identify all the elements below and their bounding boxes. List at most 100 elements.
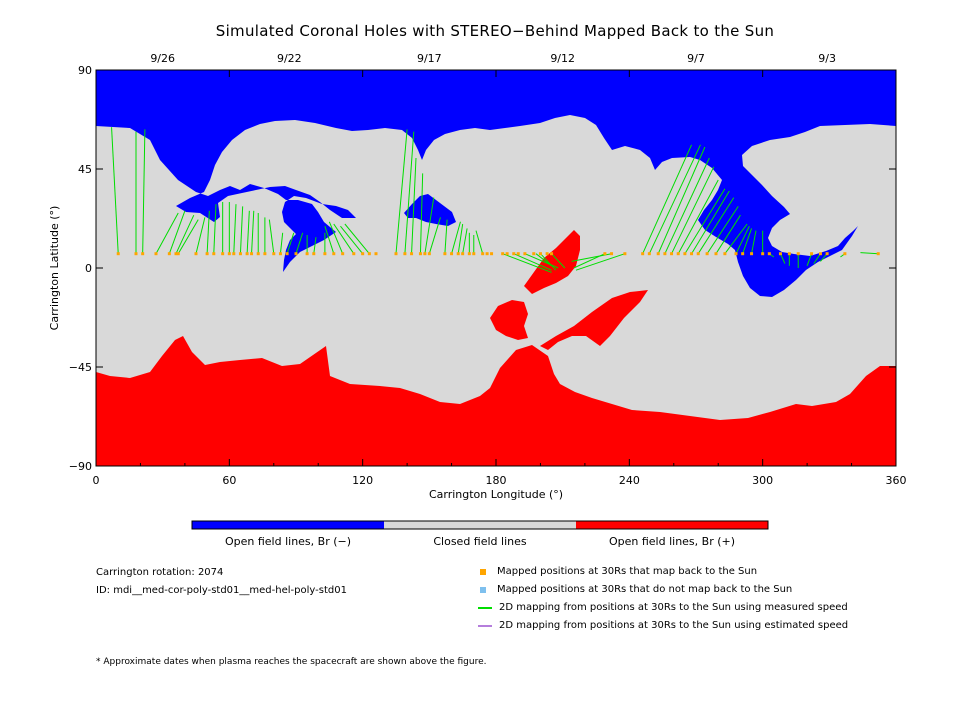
mapped-position-point [456, 252, 460, 256]
mapped-position-point [443, 252, 447, 256]
mapping-line [286, 232, 295, 254]
mapping-line [313, 237, 317, 254]
mapping-line [233, 204, 237, 254]
mapped-position-point [394, 252, 398, 256]
mapped-position-point [683, 252, 687, 256]
mapping-line [551, 253, 566, 269]
mapping-line [395, 129, 408, 254]
mapped-position-point [294, 252, 298, 256]
mapping-line [328, 221, 344, 254]
y-tick-label: −45 [69, 361, 92, 374]
axes: 0 60 120 180 240 300 360 90 45 0 −45 −90 9/26 9/22 9/1… [69, 52, 907, 487]
mapping-line [404, 131, 415, 254]
mapped-position-point [505, 252, 509, 256]
mapped-position-point [647, 252, 651, 256]
mapping-line [444, 219, 448, 254]
legend-label: Mapped positions at 30Rs that map back t… [497, 566, 758, 577]
mapped-position-point [472, 252, 476, 256]
legend-label: 2D mapping from positions at 30Rs to the… [499, 620, 849, 631]
mapped-position-point [332, 252, 336, 256]
colorbar-label: Closed field lines [433, 535, 527, 548]
colorbar-label: Open field lines, Br (−) [225, 535, 351, 548]
top-date-label: 9/7 [687, 52, 705, 65]
mapped-position-point [734, 252, 738, 256]
mapped-position-point [750, 252, 754, 256]
y-axis-label: Carrington Latitude (°) [48, 206, 61, 331]
legend-label: Mapped positions at 30Rs that do not map… [497, 584, 793, 595]
mapped-position-point [663, 252, 667, 256]
mapped-position-point [532, 252, 536, 256]
mapped-position-point [843, 252, 847, 256]
mapping-line [715, 214, 741, 254]
mapping-line [648, 144, 701, 254]
mapped-position-point [723, 252, 727, 256]
top-date-label: 9/17 [417, 52, 442, 65]
mapping-line [540, 253, 557, 271]
legend-label: 2D mapping from positions at 30Rs to the… [499, 602, 848, 613]
colorbar-frame [191, 520, 769, 530]
mapped-position-point [623, 252, 627, 256]
mapped-position-point [176, 252, 180, 256]
mapping-line [742, 228, 753, 254]
mapped-position-point [232, 252, 236, 256]
mapped-position-point [825, 252, 829, 256]
mapping-line [664, 157, 710, 254]
mapped-position-point [374, 252, 378, 256]
mapping-line [295, 232, 304, 254]
mapping-line [671, 166, 715, 254]
mapped-position-point [523, 252, 527, 256]
chart-title: Simulated Coronal Holes with STEREO−Behi… [216, 22, 774, 40]
mapped-position-point [512, 252, 516, 256]
mapping-line [457, 223, 464, 254]
carrington-rotation-text: Carrington rotation: 2074 [96, 567, 224, 578]
mapping-line [697, 197, 735, 254]
mapped-position-point [450, 252, 454, 256]
mapped-position-point [670, 252, 674, 256]
negative-open-field-patch [404, 194, 456, 226]
mapping-line [657, 146, 706, 254]
mapped-position-point [761, 252, 765, 256]
mapping-line [462, 228, 468, 254]
mapped-position-point [610, 252, 614, 256]
mapped-position-point [250, 252, 254, 256]
mapped-position-point [516, 252, 520, 256]
mapped-position-point [810, 252, 814, 256]
mapped-position-point [278, 252, 282, 256]
mapping-line [813, 253, 821, 264]
mapped-position-point [238, 252, 242, 256]
legend-square-marker [480, 586, 486, 593]
mapping-line [333, 223, 355, 254]
mapping-line [268, 219, 275, 254]
mapping-line [175, 214, 195, 254]
mapping-line [251, 210, 255, 254]
mapped-position-point [410, 252, 414, 256]
south-polar-open-field-region [96, 336, 896, 466]
mapping-line [684, 188, 726, 254]
mapped-position-point [285, 252, 289, 256]
mapping-line [575, 253, 626, 271]
mapped-position-point [690, 252, 694, 256]
north-polar-open-field-region [96, 70, 896, 297]
mapped-position-point [818, 252, 822, 256]
mapped-position-point [221, 252, 225, 256]
mapping-line [239, 206, 244, 254]
mapped-position-point [194, 252, 198, 256]
mapped-position-point [272, 252, 276, 256]
mapped-position-point [461, 252, 465, 256]
x-tick-label: 120 [352, 474, 373, 487]
mapping-line [451, 221, 461, 254]
mapped-position-point [403, 252, 407, 256]
mapping-line [424, 197, 435, 254]
southern-positive-patch [490, 300, 528, 340]
mapping-line [419, 173, 424, 254]
mapped-position-point [641, 252, 645, 256]
mapping-line [206, 210, 210, 254]
mapping-line [691, 190, 730, 254]
mapping-line [411, 157, 417, 254]
top-date-label: 9/26 [150, 52, 175, 65]
mapped-position-point [796, 252, 800, 256]
x-tick-label: 240 [619, 474, 640, 487]
mapped-position-point [256, 252, 260, 256]
mapped-position-point [656, 252, 660, 256]
positive-open-field-lobe [540, 290, 648, 350]
